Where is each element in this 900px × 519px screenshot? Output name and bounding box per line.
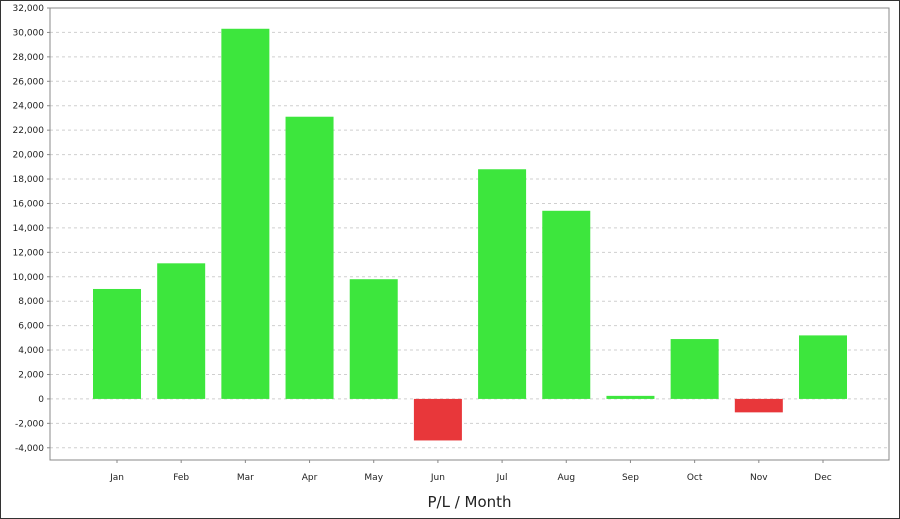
y-tick-label: 24,000 bbox=[13, 102, 45, 112]
x-tick-label: Jan bbox=[109, 473, 124, 483]
y-tick-label: 30,000 bbox=[13, 28, 45, 38]
bar-jul bbox=[478, 169, 527, 399]
y-tick-label: 10,000 bbox=[13, 273, 45, 283]
x-tick-label: Jun bbox=[430, 473, 445, 483]
x-tick-label: Sep bbox=[622, 473, 639, 483]
x-tick-label: Mar bbox=[237, 473, 254, 483]
y-tick-label: 6,000 bbox=[18, 322, 44, 332]
x-tick-label: Apr bbox=[302, 473, 318, 483]
y-tick-label: 0 bbox=[38, 395, 44, 405]
y-tick-label: 32,000 bbox=[13, 4, 45, 14]
y-tick-label: -2,000 bbox=[15, 419, 44, 429]
y-tick-label: -4,000 bbox=[15, 444, 44, 454]
bar-apr bbox=[285, 116, 334, 399]
y-tick-label: 2,000 bbox=[18, 370, 44, 380]
y-tick-label: 22,000 bbox=[13, 126, 45, 136]
y-tick-label: 14,000 bbox=[13, 224, 45, 234]
bar-may bbox=[349, 279, 398, 399]
plot-area-border bbox=[49, 7, 890, 461]
y-tick-label: 20,000 bbox=[13, 151, 45, 161]
bar-feb bbox=[157, 263, 206, 399]
x-axis-label: P/L / Month bbox=[427, 493, 511, 511]
bar-jan bbox=[93, 288, 141, 399]
x-tick-label: Jul bbox=[496, 473, 508, 483]
bar-oct bbox=[670, 339, 719, 399]
bar-jun bbox=[413, 398, 462, 441]
bars bbox=[93, 28, 847, 441]
y-tick-label: 8,000 bbox=[18, 297, 44, 307]
y-tick-label: 18,000 bbox=[13, 175, 45, 185]
bar-aug bbox=[542, 210, 591, 399]
x-tick-label: Nov bbox=[750, 473, 768, 483]
bar-dec bbox=[799, 335, 847, 399]
bar-mar bbox=[221, 28, 270, 399]
bar-nov bbox=[734, 398, 783, 413]
y-tick-label: 16,000 bbox=[13, 199, 45, 209]
x-tick-label: May bbox=[364, 473, 383, 483]
y-axis-ticks: -4,000 -2,000 0 2,000 4,000 6,000 8,000 10,000 1… bbox=[13, 4, 50, 454]
y-tick-label: 28,000 bbox=[13, 53, 45, 63]
x-tick-label: Feb bbox=[173, 473, 189, 483]
x-axis-ticks: Jan Feb Mar Apr May Jun Jul Aug Sep Oct Nov Dec bbox=[109, 460, 832, 483]
x-tick-label: Dec bbox=[814, 473, 831, 483]
y-tick-label: 12,000 bbox=[13, 248, 45, 258]
y-tick-label: 4,000 bbox=[18, 346, 44, 356]
bar-sep bbox=[606, 395, 655, 399]
y-tick-label: 26,000 bbox=[13, 77, 45, 87]
x-tick-label: Oct bbox=[687, 473, 703, 483]
x-tick-label: Aug bbox=[557, 473, 575, 483]
